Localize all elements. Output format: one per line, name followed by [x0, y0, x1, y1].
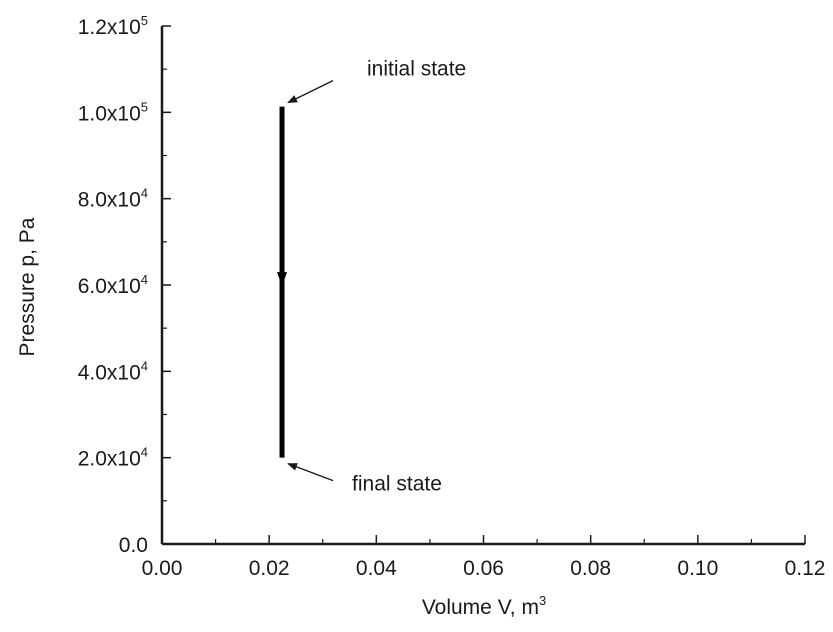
y-tick-label-base: 8.0x10 — [78, 189, 141, 212]
y-tick-label: 4.0x104 — [78, 358, 148, 384]
x-tick-label: 0.10 — [677, 557, 718, 580]
y-tick-label-base: 6.0x10 — [78, 275, 141, 298]
y-tick-label-base: 0.0 — [119, 534, 148, 557]
series — [277, 106, 288, 458]
x-axis-label-text: Volume V, m — [422, 596, 539, 619]
y-tick-label: 6.0x104 — [78, 272, 148, 298]
direction-arrowhead — [277, 272, 288, 287]
axes — [160, 26, 805, 546]
y-tick-label-exponent: 5 — [141, 99, 148, 114]
x-tick-label: 0.02 — [249, 557, 290, 580]
y-tick-label: 0.0 — [119, 534, 148, 557]
y-tick-label-exponent: 4 — [141, 358, 148, 373]
x-tick-label: 0.00 — [142, 557, 183, 580]
x-tick-label: 0.04 — [356, 557, 397, 580]
y-tick-label: 1.0x105 — [78, 99, 148, 125]
y-tick-label-base: 1.2x10 — [78, 16, 141, 39]
x-axis-label: Volume V, m3 — [422, 593, 546, 619]
y-tick-label-exponent: 4 — [141, 186, 148, 201]
y-tick-label-exponent: 4 — [141, 272, 148, 287]
y-tick-label-exponent: 5 — [141, 13, 148, 28]
y-tick-label: 8.0x104 — [78, 186, 148, 212]
y-tick-label-base: 2.0x10 — [78, 448, 141, 471]
y-tick-label-base: 1.0x10 — [78, 102, 141, 125]
x-tick-label: 0.08 — [570, 557, 611, 580]
x-tick-label: 0.12 — [785, 557, 826, 580]
annotation-pointer — [287, 463, 334, 482]
annotation-label: final state — [352, 473, 442, 496]
annotations: initial state final state — [287, 58, 466, 496]
x-axis-label-superscript: 3 — [539, 593, 546, 608]
y-tick-label: 2.0x104 — [78, 445, 148, 471]
annotation-pointer — [287, 80, 334, 104]
annotation-label: initial state — [367, 58, 466, 81]
y-tick-label-exponent: 4 — [141, 445, 148, 460]
ticks: 0.00 0.02 0.04 0.06 0.08 0.10 0.120.02.0x1044.… — [78, 13, 826, 580]
y-tick-label: 1.2x105 — [78, 13, 148, 39]
y-tick-label-base: 4.0x10 — [78, 361, 141, 384]
x-tick-label: 0.06 — [463, 557, 504, 580]
y-axis-label: Pressure p, Pa — [16, 217, 39, 356]
